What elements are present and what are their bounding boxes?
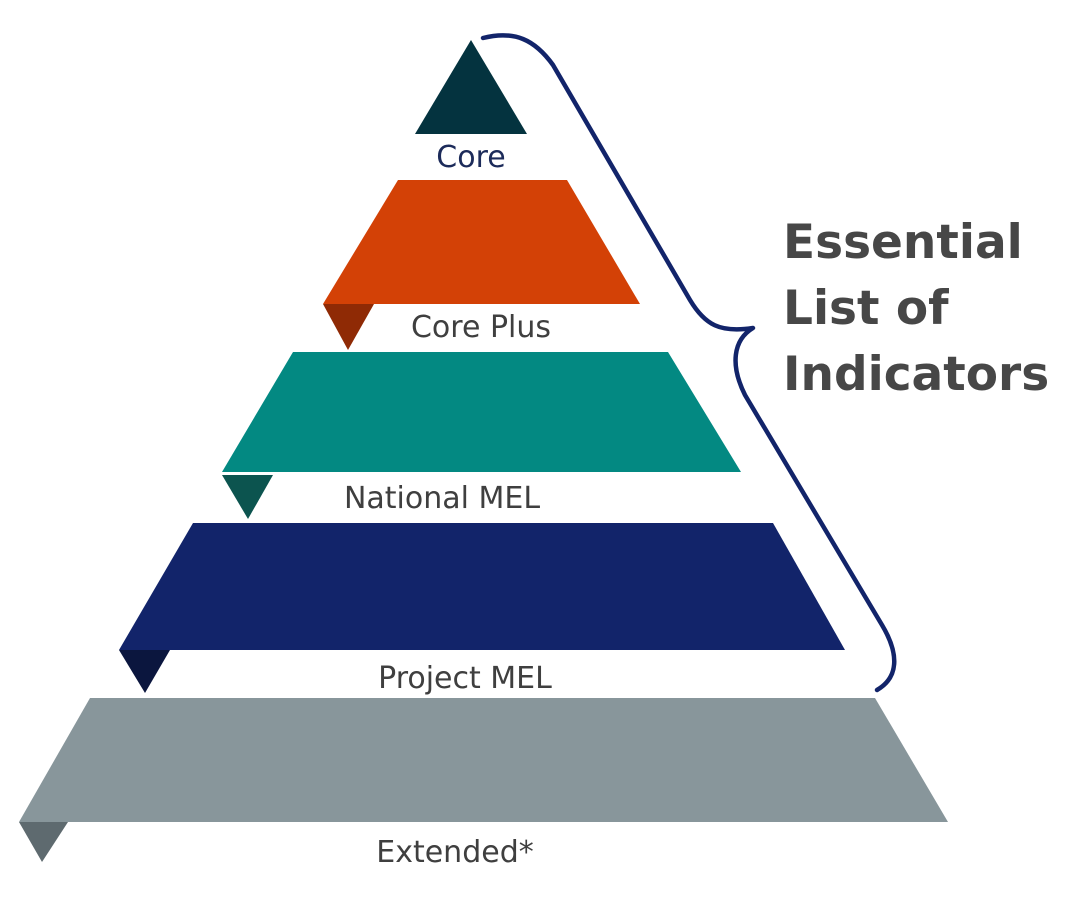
tier-core-label: Core (436, 140, 505, 175)
tier-core-plus-shape (323, 180, 640, 304)
tier-national-mel-label: National MEL (344, 481, 540, 516)
tier-project-mel-shape (119, 523, 845, 650)
essential-list-label-line-3: Indicators (783, 347, 1050, 402)
tier-project-mel-tab (119, 650, 170, 693)
essential-list-label-line-1: Essential (783, 215, 1023, 270)
tier-core-plus-tab (323, 304, 374, 350)
tier-extended-label: Extended* (376, 835, 534, 870)
tier-extended-shape (19, 698, 948, 822)
tier-core-plus-label: Core Plus (411, 310, 551, 345)
essential-list-bracket (480, 33, 897, 693)
essential-list-label-line-2: List of (783, 281, 949, 336)
tier-national-mel-shape (222, 352, 741, 472)
essential-list-label: Essential List of Indicators (783, 210, 1049, 408)
tier-national-mel-tab (222, 475, 273, 519)
tier-extended-tab (19, 822, 68, 862)
tier-project-mel-label: Project MEL (378, 661, 552, 696)
tier-core-shape (415, 40, 527, 134)
